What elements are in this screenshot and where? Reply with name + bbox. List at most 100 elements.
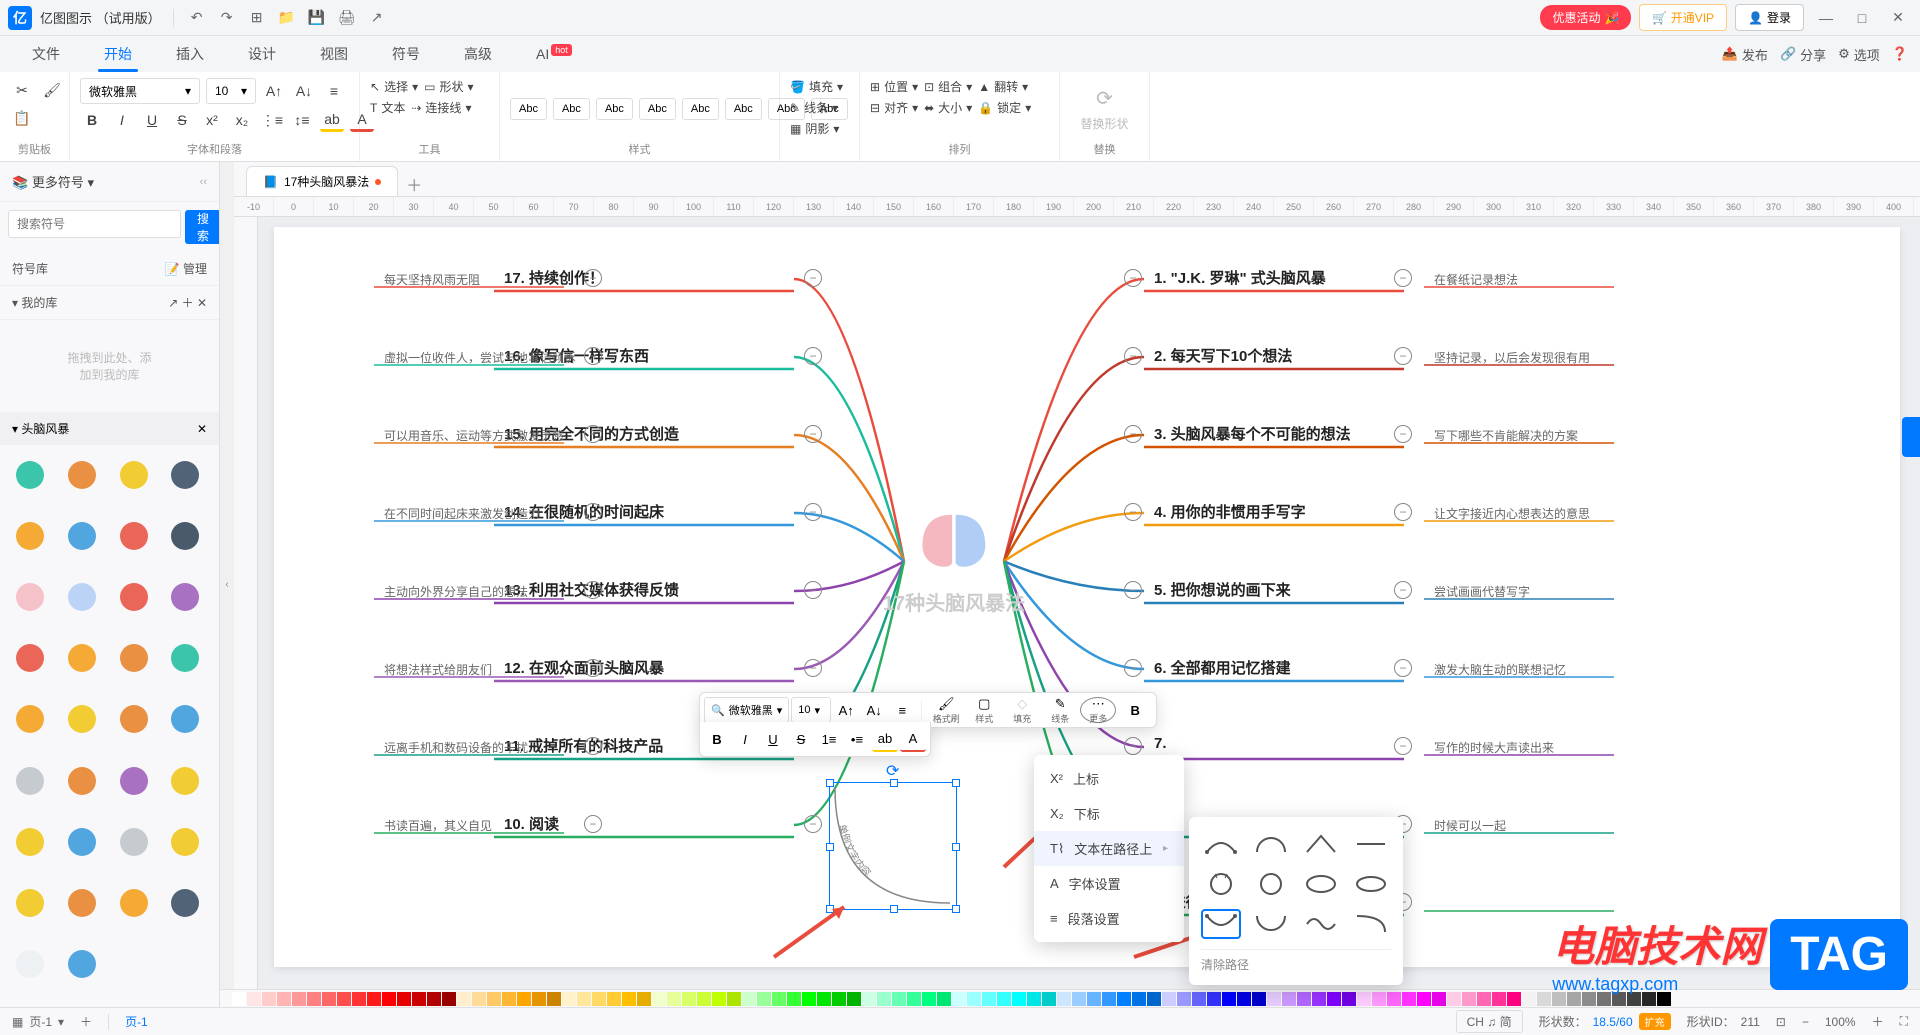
zoom-level[interactable]: 100% (1825, 1015, 1856, 1029)
color-swatch[interactable] (562, 992, 576, 1006)
shape-tool[interactable]: ▭ 形状 ▾ (424, 78, 473, 95)
symbol-3[interactable] (163, 453, 207, 497)
tab-symbol[interactable]: 符号 (372, 36, 440, 72)
color-swatch[interactable] (502, 992, 516, 1006)
mm-toggle[interactable]: − (1394, 737, 1412, 755)
color-swatch[interactable] (1042, 992, 1056, 1006)
drop-zone[interactable]: 拖拽到此处、添加到我的库 (8, 328, 211, 404)
path-option-11[interactable] (1301, 909, 1341, 939)
ft-bullets[interactable]: •≡ (844, 726, 870, 752)
symbol-9[interactable] (60, 575, 104, 619)
line-tool[interactable]: ✎ 线条 ▾ (790, 99, 849, 116)
color-swatch[interactable] (922, 992, 936, 1006)
tab-file[interactable]: 文件 (12, 36, 80, 72)
undo-icon[interactable]: ↶ (186, 7, 208, 29)
superscript-icon[interactable]: x² (200, 108, 224, 132)
mm-node-right-3[interactable]: 4. 用你的非惯用手写字 (1154, 501, 1306, 522)
mm-toggle[interactable]: − (584, 659, 602, 677)
color-swatch[interactable] (907, 992, 921, 1006)
mm-sub-left-3[interactable]: 在不同时间起床来激发创造力 (384, 505, 540, 522)
symbol-1[interactable] (60, 453, 104, 497)
symbol-2[interactable] (112, 453, 156, 497)
mm-toggle[interactable]: − (584, 581, 602, 599)
mm-sub-right-4[interactable]: 尝试画画代替写字 (1434, 583, 1530, 600)
color-swatch[interactable] (622, 992, 636, 1006)
line-spacing-icon[interactable]: ↕≡ (290, 108, 314, 132)
mm-sub-left-2[interactable]: 可以用音乐、运动等方式激发灵感 (384, 427, 564, 444)
color-swatch[interactable] (1432, 992, 1446, 1006)
tab-design[interactable]: 设计 (228, 36, 296, 72)
ft-underline[interactable]: U (760, 726, 786, 752)
mm-toggle[interactable]: − (1124, 503, 1142, 521)
ctx-font-settings[interactable]: A字体设置 (1034, 866, 1184, 901)
mm-sub-left-0[interactable]: 每天坚持风雨无阻 (384, 271, 480, 288)
color-swatch[interactable] (1372, 992, 1386, 1006)
ft-fontcolor[interactable]: A (900, 726, 926, 752)
position-tool[interactable]: ⊞ 位置 ▾ (870, 78, 918, 95)
mm-sub-left-5[interactable]: 将想法样式给朋友们 (384, 661, 492, 678)
mm-toggle[interactable]: − (584, 815, 602, 833)
path-option-3[interactable] (1301, 829, 1341, 859)
zoom-out[interactable]: − (1802, 1015, 1809, 1029)
color-swatch[interactable] (1207, 992, 1221, 1006)
ctx-superscript[interactable]: X²上标 (1034, 761, 1184, 796)
path-option-7[interactable] (1301, 869, 1341, 899)
color-swatch[interactable] (1057, 992, 1071, 1006)
style-preset-0[interactable]: Abc (510, 98, 547, 120)
color-swatch[interactable] (307, 992, 321, 1006)
color-swatch[interactable] (1117, 992, 1131, 1006)
mm-sub-right-7[interactable]: 时候可以一起 (1434, 817, 1506, 834)
rotate-handle-icon[interactable]: ⟳ (886, 761, 900, 775)
ft-format-brush[interactable]: 🖌格式刷 (928, 697, 964, 723)
ft-style[interactable]: ▢样式 (966, 697, 1002, 723)
color-swatch[interactable] (952, 992, 966, 1006)
color-swatch[interactable] (1027, 992, 1041, 1006)
mm-node-right-4[interactable]: 5. 把你想说的画下来 (1154, 579, 1291, 600)
symbol-5[interactable] (60, 514, 104, 558)
color-swatch[interactable] (442, 992, 456, 1006)
color-swatch[interactable] (637, 992, 651, 1006)
mm-toggle[interactable]: − (1394, 659, 1412, 677)
color-swatch[interactable] (487, 992, 501, 1006)
ctx-para-settings[interactable]: ≡段落设置 (1034, 901, 1184, 936)
tab-start[interactable]: 开始 (84, 36, 152, 72)
vip-button[interactable]: 🛒 开通VIP (1639, 4, 1727, 31)
color-swatch[interactable] (547, 992, 561, 1006)
path-option-9[interactable] (1201, 909, 1241, 939)
ctx-subscript[interactable]: X₂下标 (1034, 796, 1184, 831)
symbol-18[interactable] (112, 697, 156, 741)
cut-icon[interactable]: ✂ (10, 78, 34, 102)
symbol-24[interactable] (8, 820, 52, 864)
symbol-30[interactable] (112, 881, 156, 925)
mm-sub-right-3[interactable]: 让文字接近内心想表达的意思 (1434, 505, 1590, 522)
color-swatch[interactable] (1447, 992, 1461, 1006)
color-swatch[interactable] (682, 992, 696, 1006)
size-select[interactable]: 10▾ (206, 78, 256, 104)
color-swatch[interactable] (1297, 992, 1311, 1006)
style-preset-5[interactable]: Abc (725, 98, 762, 120)
mm-toggle[interactable]: − (584, 737, 602, 755)
color-swatch[interactable] (1417, 992, 1431, 1006)
search-input[interactable] (8, 210, 181, 238)
color-swatch[interactable] (1402, 992, 1416, 1006)
symbol-25[interactable] (60, 820, 104, 864)
symbol-8[interactable] (8, 575, 52, 619)
color-swatch[interactable] (1462, 992, 1476, 1006)
symbol-15[interactable] (163, 636, 207, 680)
symbol-11[interactable] (163, 575, 207, 619)
bold-icon[interactable]: B (80, 108, 104, 132)
more-symbols-header[interactable]: 📚 更多符号 ▾ ‹‹ (0, 162, 219, 202)
ime-indicator[interactable]: CH ♫ 简 (1456, 1010, 1523, 1033)
symbol-20[interactable] (8, 759, 52, 803)
color-swatch[interactable] (667, 992, 681, 1006)
help-button[interactable]: ❓ (1892, 46, 1908, 62)
symbol-10[interactable] (112, 575, 156, 619)
color-swatch[interactable] (367, 992, 381, 1006)
ft-highlight[interactable]: ab (872, 726, 898, 752)
tab-view[interactable]: 视图 (300, 36, 368, 72)
path-option-6[interactable] (1251, 869, 1291, 899)
color-swatch[interactable] (817, 992, 831, 1006)
color-swatch[interactable] (1162, 992, 1176, 1006)
tab-ai[interactable]: AIhot (516, 38, 592, 70)
path-option-4[interactable] (1351, 829, 1391, 859)
